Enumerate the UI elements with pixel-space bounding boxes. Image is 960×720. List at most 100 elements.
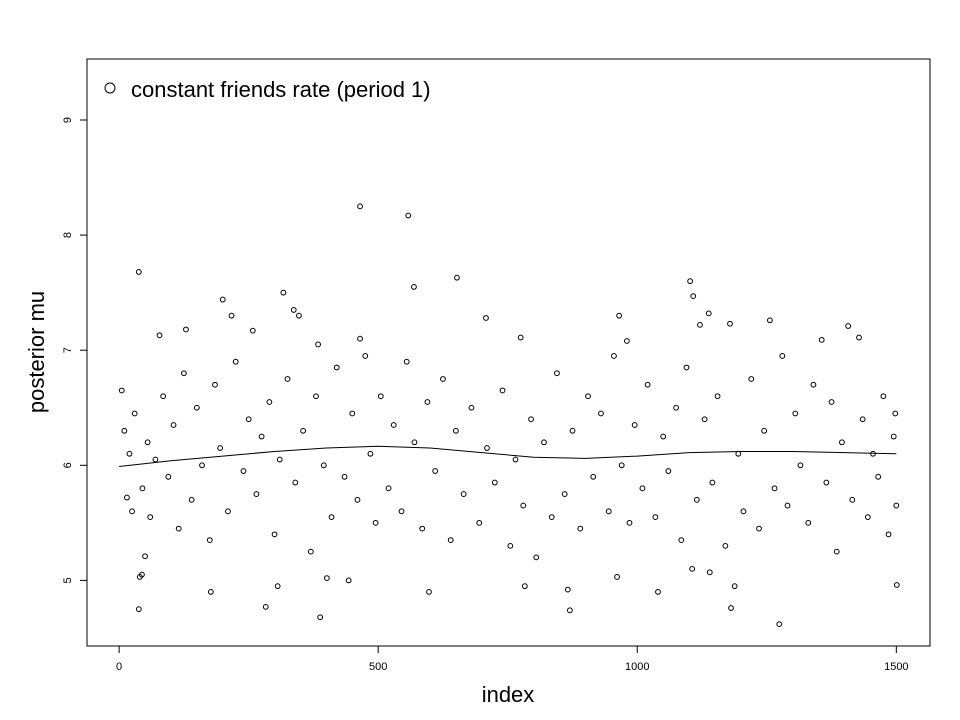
data-point — [890, 433, 897, 440]
data-point — [697, 321, 703, 328]
data-point — [357, 203, 363, 210]
data-point — [144, 439, 151, 446]
data-point — [818, 336, 825, 343]
y-tick-label: 9 — [62, 117, 74, 123]
y-axis: 5 6 7 8 9 — [62, 117, 88, 583]
data-point — [722, 542, 729, 549]
data-point — [598, 410, 604, 417]
data-point — [484, 445, 490, 451]
data-point — [385, 485, 392, 492]
data-point — [727, 320, 733, 327]
data-point — [833, 548, 840, 555]
data-point — [483, 315, 489, 321]
data-point — [372, 519, 379, 526]
data-point — [228, 312, 235, 319]
data-point — [828, 399, 835, 405]
data-point — [377, 393, 384, 400]
y-tick-label: 7 — [62, 347, 74, 353]
data-point — [266, 399, 273, 405]
data-point — [245, 416, 252, 423]
data-point — [687, 278, 694, 285]
data-point — [212, 381, 218, 388]
data-point — [328, 514, 335, 520]
data-point — [690, 293, 697, 300]
data-point — [292, 479, 299, 486]
data-point — [735, 450, 742, 457]
data-point — [207, 589, 214, 595]
data-point — [139, 485, 146, 492]
data-point — [232, 358, 239, 365]
data-point — [512, 456, 519, 463]
data-point — [175, 525, 182, 532]
data-point — [362, 353, 369, 359]
data-point — [249, 327, 256, 334]
data-point — [885, 531, 892, 538]
data-point — [665, 468, 672, 474]
data-point — [766, 317, 773, 324]
data-point — [447, 537, 454, 544]
x-tick-label: 1000 — [625, 661, 649, 673]
data-point — [183, 326, 189, 333]
data-point — [147, 514, 154, 520]
data-point — [193, 404, 200, 411]
data-point — [797, 462, 804, 469]
data-point — [761, 427, 768, 434]
data-point — [131, 410, 138, 417]
points-layer — [118, 203, 900, 628]
data-point — [405, 212, 412, 219]
data-point — [611, 353, 617, 359]
data-point — [219, 296, 226, 303]
data-point — [554, 370, 560, 377]
data-point — [199, 462, 205, 469]
data-point — [313, 393, 319, 400]
data-point — [118, 387, 125, 394]
data-point — [126, 450, 133, 457]
data-point — [165, 473, 172, 480]
data-point — [121, 427, 128, 434]
data-point — [403, 358, 410, 365]
data-point — [892, 410, 899, 417]
data-point — [605, 508, 612, 515]
data-point — [673, 404, 680, 411]
data-point — [652, 514, 659, 520]
data-point — [517, 334, 524, 341]
data-point — [129, 508, 135, 515]
data-point — [823, 479, 830, 486]
x-axis-label: index — [482, 682, 535, 707]
data-point — [345, 577, 352, 584]
data-point — [875, 473, 882, 480]
data-point — [152, 456, 159, 463]
data-point — [390, 422, 397, 428]
x-tick-label: 1500 — [884, 661, 908, 673]
x-tick-label: 500 — [369, 661, 387, 673]
data-point — [453, 427, 459, 434]
data-point — [784, 502, 791, 509]
data-point — [170, 422, 177, 428]
x-axis: 0 500 1000 1500 — [116, 645, 909, 673]
data-point — [160, 393, 167, 400]
data-point — [296, 312, 302, 319]
data-point — [541, 439, 547, 446]
data-point — [333, 364, 340, 371]
data-point — [644, 381, 651, 388]
data-point — [533, 554, 540, 561]
data-point — [499, 387, 506, 394]
y-tick-label: 6 — [62, 462, 74, 468]
data-point — [864, 514, 871, 520]
data-point — [123, 494, 130, 501]
data-point — [618, 462, 625, 469]
y-tick-label: 5 — [62, 577, 74, 583]
data-point — [135, 606, 142, 613]
data-point — [683, 364, 690, 371]
data-point — [631, 422, 638, 428]
data-point — [728, 605, 734, 611]
data-point — [856, 334, 862, 341]
data-point — [354, 496, 361, 503]
data-point — [771, 485, 778, 492]
y-axis-label: posterior mu — [24, 291, 49, 413]
data-point — [626, 519, 633, 526]
data-point — [411, 283, 417, 290]
data-point — [520, 502, 527, 509]
data-point — [476, 519, 483, 526]
